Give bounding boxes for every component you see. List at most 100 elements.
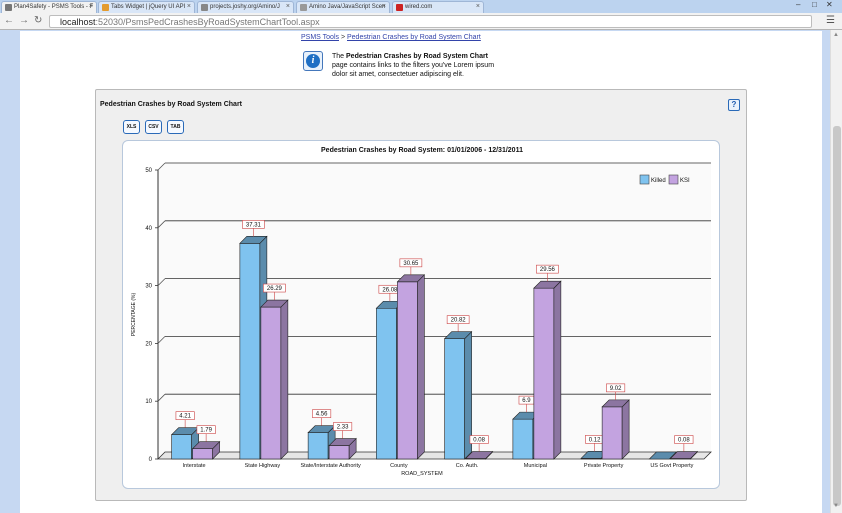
grid-diagonal: [157, 336, 166, 344]
info-suffix: page contains links to the filters you'v…: [332, 62, 495, 78]
bar-side-ksi: [621, 399, 630, 460]
bar-top-ksi: [533, 280, 562, 289]
maximize-icon[interactable]: □: [812, 0, 817, 9]
bar-top-ksi: [328, 438, 357, 446]
tab-close-icon[interactable]: ×: [475, 3, 480, 10]
menu-icon[interactable]: ☰: [826, 15, 835, 26]
url-host: localhost: [60, 17, 96, 27]
url-input[interactable]: localhost:52030/PsmsPedCrashesByRoadSyst…: [49, 15, 812, 28]
tab-favicon-icon: [300, 4, 307, 11]
x-tick-label: Private Property: [584, 463, 624, 469]
data-label-box: [606, 383, 626, 393]
data-label: 37.31: [246, 222, 262, 228]
back-arrow-icon[interactable]: ←: [4, 15, 14, 26]
y-tick-label: 0: [149, 457, 153, 463]
bar-top-ksi: [191, 441, 221, 449]
breadcrumb-separator: >: [340, 34, 346, 41]
breadcrumb-current-link[interactable]: Pedestrian Crashes by Road System Chart: [347, 34, 481, 41]
data-label-box: [263, 283, 286, 293]
tab-close-icon[interactable]: ×: [186, 3, 191, 10]
grid-diagonal: [157, 278, 166, 286]
tab-title: wired.com: [405, 4, 433, 10]
bar-killed: [512, 418, 534, 460]
info-bold-title: Pedestrian Crashes by Road System Chart: [346, 53, 489, 60]
tab-favicon-icon: [5, 4, 12, 11]
browser-tab[interactable]: Tabs Widget | jQuery UI API ×: [98, 1, 195, 13]
tab-favicon-icon: [201, 4, 208, 11]
export-tab-button[interactable]: TAB: [167, 120, 184, 134]
data-label: 29.56: [540, 267, 556, 273]
data-label: 26.29: [267, 286, 283, 292]
data-label: 26.08: [382, 287, 398, 293]
x-tick-label: Co. Auth.: [456, 463, 479, 469]
address-bar-row: ← → ↻ localhost:52030/PsmsPedCrashesByRo…: [0, 13, 842, 30]
data-label: 30.65: [403, 261, 419, 267]
close-window-icon[interactable]: ✕: [826, 0, 833, 9]
chart-wall: [158, 163, 711, 459]
browser-tab[interactable]: wired.com ×: [392, 1, 484, 13]
page-content: PSMS Tools > Pedestrian Crashes by Road …: [20, 31, 822, 513]
data-label-box: [469, 435, 489, 444]
info-icon: i: [303, 51, 323, 71]
tab-close-icon[interactable]: ×: [285, 3, 290, 10]
bar-chart: Pedestrian Crashes by Road System: 01/01…: [131, 147, 712, 477]
bar-top-ksi: [260, 299, 289, 308]
x-tick-label: State/Interstate Authority: [301, 463, 361, 469]
breadcrumb-psms-tools-link[interactable]: PSMS Tools: [301, 34, 339, 41]
bar-ksi: [192, 448, 213, 460]
data-label: 0.08: [473, 438, 485, 444]
x-axis-label: ROAD_SYSTEM: [401, 471, 443, 477]
browser-tab[interactable]: Plan4Safety - PSMS Tools - F ×: [1, 1, 97, 13]
data-label: 2.33: [337, 425, 349, 431]
data-label: 20.82: [451, 318, 467, 324]
data-label-box: [196, 425, 216, 434]
forward-arrow-icon[interactable]: →: [19, 15, 29, 26]
help-button[interactable]: ?: [728, 99, 740, 111]
export-xls-button[interactable]: XLS: [123, 120, 140, 134]
scroll-thumb[interactable]: [833, 126, 841, 506]
bar-side-ksi: [280, 299, 289, 460]
vertical-scrollbar[interactable]: ▲ ▼: [830, 30, 842, 513]
tab-close-icon[interactable]: ×: [88, 3, 93, 10]
x-tick-label: County: [390, 463, 408, 469]
tab-favicon-icon: [396, 4, 403, 11]
scroll-down-icon[interactable]: ▼: [833, 503, 839, 509]
minimize-icon[interactable]: –: [796, 0, 801, 9]
export-csv-button[interactable]: CSV: [145, 120, 162, 134]
data-label: 4.21: [179, 414, 191, 420]
tab-close-icon[interactable]: ×: [381, 3, 386, 10]
legend-label-killed: Killed: [651, 178, 666, 184]
legend-swatch-ksi: [668, 174, 679, 185]
x-tick-label: US Govt Property: [650, 463, 693, 469]
bar-ksi: [601, 406, 623, 460]
breadcrumb: PSMS Tools > Pedestrian Crashes by Road …: [301, 34, 481, 41]
bar-top-killed: [443, 331, 473, 339]
data-label-box: [536, 264, 559, 274]
bar-killed: [444, 338, 465, 460]
reload-icon[interactable]: ↻: [34, 15, 43, 26]
x-tick-label: Municipal: [524, 463, 547, 469]
url-path: :52030/PsmsPedCrashesByRoadSystemChartTo…: [95, 17, 320, 27]
data-label: 1.79: [200, 428, 212, 434]
browser-tab[interactable]: Amino Java/JavaScript Scen ×: [296, 1, 390, 13]
bar-killed: [171, 434, 192, 460]
y-tick-label: 50: [145, 168, 152, 174]
grid-diagonal: [157, 162, 166, 171]
panel-title: Pedestrian Crashes by Road System Chart: [100, 101, 242, 108]
data-label: 0.12: [589, 437, 601, 443]
data-label: 9.02: [610, 386, 622, 392]
browser-tab-strip: Plan4Safety - PSMS Tools - F × Tabs Widget…: [0, 0, 842, 13]
data-label: 6.9: [522, 398, 531, 404]
bar-killed: [376, 307, 397, 460]
scroll-up-icon[interactable]: ▲: [833, 32, 839, 38]
bar-ksi: [397, 281, 418, 460]
bar-ksi: [533, 287, 555, 460]
legend-swatch-killed: [639, 174, 650, 185]
chart-title: Pedestrian Crashes by Road System: 01/01…: [321, 147, 523, 154]
bar-ksi: [328, 445, 350, 460]
tab-title: Tabs Widget | jQuery UI API: [111, 4, 186, 10]
browser-tab[interactable]: projects.joshy.org/Amino/J ×: [197, 1, 294, 13]
bar-side-ksi: [417, 274, 425, 460]
bar-top-killed: [648, 451, 678, 460]
y-tick-label: 40: [145, 226, 152, 232]
